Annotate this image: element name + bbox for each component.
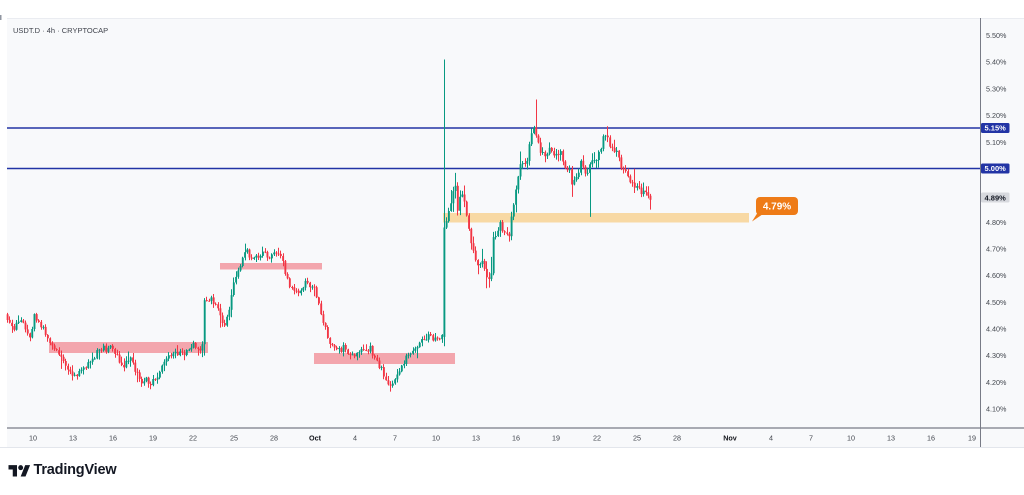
svg-text:5.50%: 5.50% — [986, 31, 1007, 40]
svg-text:4.30%: 4.30% — [986, 351, 1007, 360]
svg-text:Oct: Oct — [309, 434, 322, 443]
svg-text:22: 22 — [189, 434, 197, 443]
svg-text:28: 28 — [673, 434, 681, 443]
svg-text:16: 16 — [109, 434, 117, 443]
svg-text:25: 25 — [633, 434, 641, 443]
svg-text:TradingView: TradingView — [34, 462, 118, 478]
svg-text:5.40%: 5.40% — [986, 58, 1007, 67]
svg-text:7: 7 — [809, 434, 813, 443]
svg-text:4.80%: 4.80% — [986, 218, 1007, 227]
svg-text:13: 13 — [887, 434, 895, 443]
svg-text:USDT.D · 4h · CRYPTOCAP: USDT.D · 4h · CRYPTOCAP — [13, 26, 108, 35]
svg-text:4: 4 — [353, 434, 357, 443]
svg-text:16: 16 — [927, 434, 935, 443]
svg-text:25: 25 — [230, 434, 238, 443]
svg-text:4.10%: 4.10% — [986, 405, 1007, 414]
svg-text:19: 19 — [552, 434, 560, 443]
svg-text:13: 13 — [472, 434, 480, 443]
svg-text:19: 19 — [149, 434, 157, 443]
svg-text:4.20%: 4.20% — [986, 378, 1007, 387]
svg-text:4.89%: 4.89% — [985, 193, 1007, 202]
svg-text:10: 10 — [847, 434, 855, 443]
svg-text:28: 28 — [270, 434, 278, 443]
svg-text:7: 7 — [393, 434, 397, 443]
svg-text:4.50%: 4.50% — [986, 298, 1007, 307]
svg-text:10: 10 — [29, 434, 37, 443]
svg-text:4: 4 — [769, 434, 773, 443]
svg-text:4.40%: 4.40% — [986, 325, 1007, 334]
svg-text:10: 10 — [432, 434, 440, 443]
svg-text:16: 16 — [512, 434, 520, 443]
svg-text:4.70%: 4.70% — [986, 245, 1007, 254]
svg-text:4.79%: 4.79% — [763, 202, 791, 213]
svg-text:Nov: Nov — [723, 434, 737, 443]
svg-text:5.30%: 5.30% — [986, 84, 1007, 93]
svg-text:4.60%: 4.60% — [986, 271, 1007, 280]
svg-text:5.15%: 5.15% — [985, 124, 1007, 133]
svg-text:22: 22 — [593, 434, 601, 443]
svg-text:5.00%: 5.00% — [985, 164, 1007, 173]
svg-text:5.20%: 5.20% — [986, 111, 1007, 120]
svg-text:19: 19 — [968, 434, 976, 443]
svg-text:13: 13 — [69, 434, 77, 443]
svg-text:5.10%: 5.10% — [986, 138, 1007, 147]
